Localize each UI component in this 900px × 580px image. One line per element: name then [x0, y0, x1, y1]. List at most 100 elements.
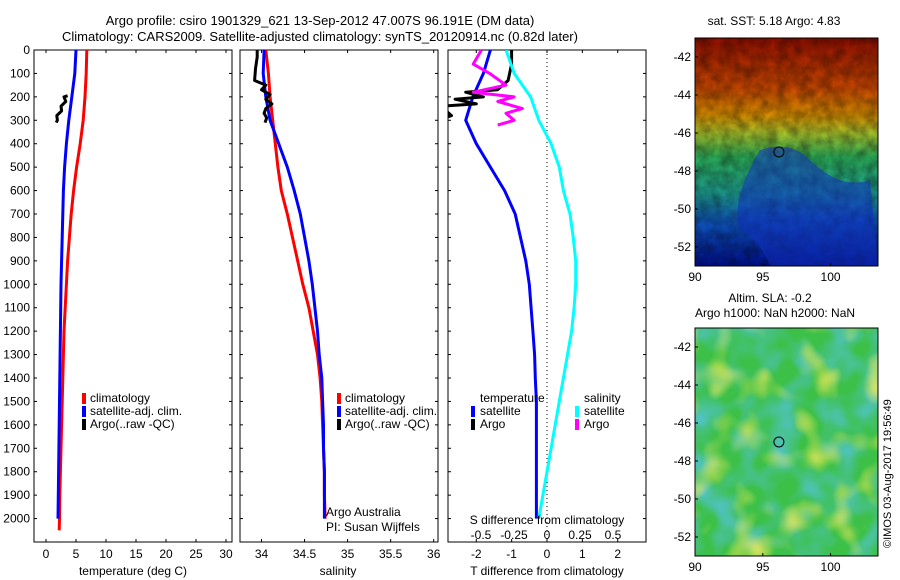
sst-map-ticks: 90 95 100 -42 -44 -46 -48 -50 -52 [674, 50, 841, 284]
lat-tick-label: -50 [674, 202, 692, 216]
legend-swatch-t-satellite [471, 406, 475, 417]
salinity-xlabel: salinity [320, 564, 357, 578]
depth-tick-label: 900 [10, 254, 30, 268]
lon-tick-label: 95 [756, 270, 770, 284]
legend-swatch-argo [82, 419, 86, 430]
legend-title-temperature: temperature [480, 391, 545, 405]
x-tick-label: -2 [471, 547, 482, 561]
cold-water-patch [737, 146, 878, 266]
depth-tick-label: 1500 [3, 394, 30, 408]
series-line-argo-raw-qc- [54, 94, 69, 124]
sst-map-panel: sat. SST: 5.18 Argo: 4.83 90 95 100 -42 -44 -… [674, 14, 879, 284]
depth-tick-label: 1700 [3, 441, 30, 455]
sla-map-title: Altim. SLA: -0.2 [728, 291, 812, 305]
sla-texture-high [695, 328, 878, 556]
x-tick-label: 0 [544, 547, 551, 561]
legend-label-s-argo: Argo [584, 417, 610, 431]
x-tick-label: 20 [159, 547, 173, 561]
difference-axes-frame [447, 49, 647, 543]
x-tick-label: -1 [506, 547, 517, 561]
depth-tick-label: 600 [10, 184, 30, 198]
depth-axis-ticks: 0 100 200 300 400 500 600 700 800 900 1000 1100 1200… [3, 43, 232, 526]
t-difference-ticks: -2 -1 0 1 2 [471, 50, 621, 561]
salinity-axis-ticks: 34 34.5 35 35.5 36 [255, 50, 441, 561]
depth-tick-label: 1600 [3, 418, 30, 432]
top-x-tick-label: 0.5 [605, 528, 622, 542]
temperature-panel: 0100200300400500600700800900100011001200… [3, 43, 233, 578]
sla-map-ticks: 90 95 100 -42 -44 -46 -48 -50 -52 [674, 340, 841, 574]
lon-tick-label: 90 [688, 270, 702, 284]
series-line-satellite-adj-clim- [56, 50, 78, 519]
depth-tick-label: 1800 [3, 465, 30, 479]
pi-label: PI: Susan Wijffels [326, 520, 420, 534]
lat-tick-label: -46 [674, 416, 692, 430]
difference-panel: -2 -1 0 1 2 -0.5 -0.25 0 0.25 0.5 S difference f… [447, 49, 647, 578]
x-tick-label: 1 [579, 547, 586, 561]
legend-label-satellite: satellite-adj. clim. [345, 404, 437, 418]
top-x-tick-label: 0.25 [568, 528, 592, 542]
series-line-climatology [57, 50, 89, 531]
depth-tick-label: 500 [10, 160, 30, 174]
chart-title-line2: Climatology: CARS2009. Satellite-adjuste… [62, 29, 578, 44]
sla-map-frame [694, 327, 879, 557]
lat-tick-label: -42 [674, 340, 692, 354]
difference-legend: temperature satellite Argo salinity sate… [471, 391, 625, 431]
lat-tick-label: -48 [674, 164, 692, 178]
chart-title-line1: Argo profile: csiro 1901329_621 13-Sep-2… [105, 13, 535, 28]
legend-swatch-t-argo [471, 419, 475, 430]
sla-map-panel: Altim. SLA: -0.2 Argo h1000: NaN h2000: … [674, 291, 879, 574]
lon-tick-label: 95 [756, 560, 770, 574]
lat-tick-label: -42 [674, 50, 692, 64]
top-x-tick-label: -0.25 [500, 528, 528, 542]
lat-tick-label: -44 [674, 88, 692, 102]
legend-label-climatology: climatology [90, 391, 150, 405]
s-difference-label: S difference from climatology [470, 513, 625, 527]
lat-tick-label: -48 [674, 454, 692, 468]
x-tick-label: 35 [341, 547, 355, 561]
x-tick-label: 35.5 [379, 547, 403, 561]
legend-swatch-climatology [82, 393, 86, 404]
depth-tick-label: 1200 [3, 324, 30, 338]
depth-tick-label: 400 [10, 137, 30, 151]
legend-label-climatology: climatology [345, 391, 405, 405]
depth-tick-label: 2000 [3, 512, 30, 526]
salinity-legend: climatology satellite-adj. clim. Argo(..… [337, 391, 437, 431]
x-tick-label: 2 [614, 547, 621, 561]
s-series-line-satellite [504, 50, 578, 519]
depth-tick-label: 1400 [3, 371, 30, 385]
x-tick-label: 34.5 [293, 547, 317, 561]
lon-tick-label: 90 [688, 560, 702, 574]
lat-tick-label: -50 [674, 492, 692, 506]
legend-label-satellite: satellite-adj. clim. [90, 404, 182, 418]
lat-tick-label: -52 [674, 240, 692, 254]
legend-label-argo: Argo(..raw -QC) [345, 417, 430, 431]
depth-tick-label: 700 [10, 207, 30, 221]
argo-australia-label: Argo Australia [326, 505, 401, 519]
temperature-xlabel: temperature (deg C) [79, 564, 187, 578]
top-x-tick-label: 0 [544, 528, 551, 542]
t-series-line-satellite [464, 50, 538, 519]
legend-label-t-satellite: satellite [480, 404, 521, 418]
legend-swatch-satellite [337, 406, 341, 417]
legend-swatch-s-argo [575, 419, 579, 430]
series-line-satellite-adj-clim- [261, 50, 326, 519]
lat-tick-label: -46 [674, 126, 692, 140]
depth-tick-label: 1300 [3, 348, 30, 362]
t-series-line-argo [448, 50, 514, 119]
series-line-argo-raw-qc- [253, 50, 274, 124]
legend-swatch-s-satellite [575, 406, 579, 417]
sst-map-frame [694, 37, 879, 267]
depth-tick-label: 1100 [4, 301, 30, 315]
depth-tick-label: 200 [10, 90, 30, 104]
depth-tick-label: 300 [10, 113, 30, 127]
x-tick-label: 30 [219, 547, 233, 561]
legend-title-salinity: salinity [584, 391, 621, 405]
depth-tick-label: 800 [10, 230, 30, 244]
salinity-depth-ticks [240, 49, 438, 520]
x-tick-label: 15 [129, 547, 143, 561]
legend-swatch-satellite [82, 406, 86, 417]
argo-location-marker [773, 146, 785, 158]
legend-swatch-climatology [337, 393, 341, 404]
x-tick-label: 10 [99, 547, 113, 561]
